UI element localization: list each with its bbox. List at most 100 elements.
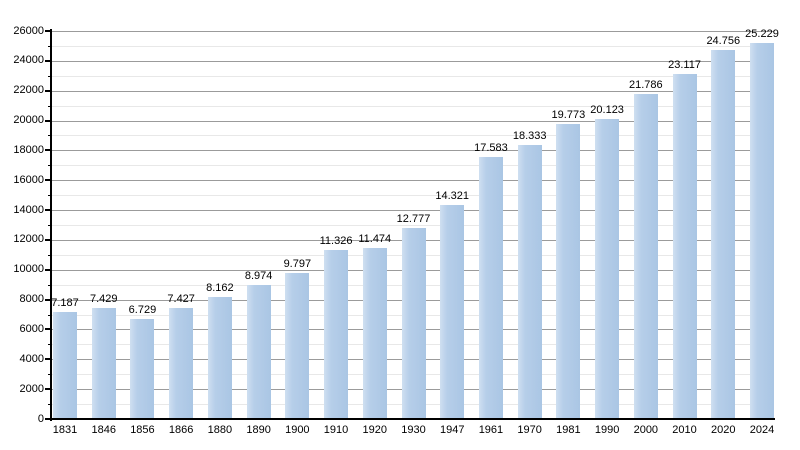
- x-tick-label: 1990: [594, 424, 620, 436]
- y-tick-label: 26000: [13, 24, 44, 37]
- bar: [478, 156, 503, 419]
- y-tick-mark: [45, 418, 52, 420]
- gridline-minor: [52, 45, 774, 47]
- x-tick-label: 1947: [439, 424, 465, 436]
- y-tick-label: 18000: [13, 143, 44, 156]
- y-tick-mark: [45, 238, 52, 241]
- gridline-major: [52, 60, 774, 62]
- x-tick-label: 1970: [517, 424, 542, 436]
- y-tick-mark: [45, 179, 52, 182]
- bar-value-label: 19.773: [551, 108, 586, 121]
- x-tick-label: 1880: [207, 424, 233, 436]
- x-tick-label: 1910: [323, 424, 349, 436]
- y-axis: [50, 29, 52, 421]
- bar-value-label: 7.427: [167, 293, 195, 306]
- x-tick-label: 2000: [633, 424, 659, 436]
- y-tick-mark: [45, 388, 52, 391]
- bar: [633, 93, 658, 419]
- y-tick-mark: [45, 209, 52, 212]
- x-tick-label: 1920: [362, 424, 387, 436]
- x-axis: [50, 418, 775, 420]
- x-tick-label: 2024: [749, 424, 775, 436]
- x-tick-label: 1831: [52, 424, 78, 436]
- bar-value-label: 7.429: [89, 293, 118, 306]
- bar: [207, 297, 232, 419]
- y-tick-mark: [45, 89, 52, 92]
- gridline-major: [52, 31, 774, 32]
- gridline-minor: [52, 105, 774, 107]
- y-tick-label: 8000: [19, 293, 44, 306]
- bar-value-label: 7.187: [51, 296, 79, 309]
- bar-value-label: 18.333: [512, 130, 547, 143]
- bar: [401, 228, 426, 419]
- bar-value-label: 11.326: [319, 234, 353, 247]
- bar: [711, 49, 736, 419]
- gridline-minor: [52, 135, 774, 137]
- gridline-major: [52, 90, 774, 92]
- bar: [91, 308, 116, 419]
- y-tick-mark: [45, 59, 52, 62]
- y-tick-mark: [45, 30, 52, 32]
- bar-value-label: 25.229: [745, 27, 779, 40]
- bar: [672, 74, 697, 419]
- x-tick-label: 1846: [91, 424, 116, 436]
- bar: [440, 205, 465, 419]
- bar: [750, 42, 774, 419]
- bar: [324, 249, 349, 419]
- x-tick-label: 1961: [478, 424, 504, 436]
- gridline-major: [52, 180, 774, 182]
- x-tick-label: 2020: [711, 424, 736, 436]
- y-tick-label: 20000: [13, 114, 44, 127]
- gridline-minor: [52, 195, 774, 197]
- gridline-minor: [52, 75, 774, 77]
- y-tick-label: 22000: [13, 84, 44, 97]
- x-tick-label: 2010: [672, 424, 697, 436]
- y-tick-mark: [45, 328, 52, 331]
- bar: [130, 318, 155, 419]
- y-tick-mark: [45, 358, 52, 361]
- gridline-minor: [52, 225, 774, 226]
- bar: [556, 123, 581, 419]
- bar-value-label: 20.123: [590, 103, 624, 116]
- bar-value-label: 12.777: [396, 213, 431, 226]
- y-tick-label: 24000: [13, 54, 44, 67]
- gridline-major: [52, 150, 774, 152]
- x-tick-label: 1866: [168, 424, 194, 436]
- bar-value-label: 11.474: [358, 232, 392, 245]
- bar: [362, 247, 387, 419]
- bar: [285, 272, 310, 419]
- x-tick-label: 1890: [246, 424, 271, 436]
- bar-value-label: 21.786: [629, 78, 663, 91]
- y-tick-label: 12000: [13, 233, 44, 246]
- bar: [517, 145, 542, 419]
- y-tick-label: 2000: [19, 382, 44, 395]
- y-tick-label: 6000: [19, 322, 44, 335]
- y-tick-mark: [45, 119, 52, 122]
- bar-value-label: 9.797: [283, 257, 312, 270]
- gridline-major: [52, 210, 774, 212]
- bar-value-label: 14.321: [435, 190, 470, 203]
- bar-value-label: 8.974: [244, 270, 273, 283]
- y-tick-mark: [45, 298, 52, 301]
- bar: [246, 285, 271, 419]
- x-tick-label: 1981: [556, 424, 581, 436]
- bar-value-label: 24.756: [706, 34, 741, 47]
- bar: [53, 311, 77, 419]
- bar-value-label: 17.583: [474, 141, 508, 154]
- x-tick-label: 1930: [401, 424, 426, 436]
- bar-value-label: 6.729: [128, 303, 157, 316]
- bar-value-label: 23.117: [668, 59, 701, 72]
- bar-value-label: 8.162: [206, 282, 234, 295]
- gridline-major: [52, 120, 774, 122]
- bar: [169, 308, 194, 419]
- x-tick-label: 1900: [285, 424, 310, 436]
- y-tick-label: 10000: [13, 263, 44, 276]
- gridline-minor: [52, 165, 774, 167]
- y-tick-mark: [45, 149, 52, 152]
- y-tick-label: 14000: [13, 203, 44, 216]
- y-tick-label: 4000: [19, 352, 44, 365]
- x-tick-label: 1856: [130, 424, 155, 436]
- y-tick-label: 0: [37, 412, 44, 425]
